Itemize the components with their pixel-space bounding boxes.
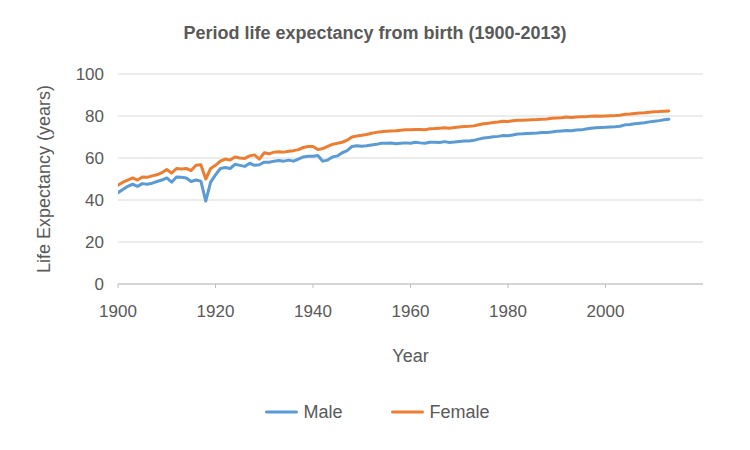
legend-label: Male (303, 402, 342, 422)
legend-label: Female (429, 402, 489, 422)
x-axis-title: Year (392, 346, 428, 366)
x-tick (118, 284, 119, 288)
legend-swatch (392, 411, 422, 414)
y-tick-label: 0 (95, 275, 104, 294)
x-tick-label: 1940 (294, 302, 332, 321)
title: Period life expectancy from birth (1900-… (183, 23, 566, 43)
background (0, 0, 750, 450)
y-tick-label: 80 (85, 107, 104, 126)
x-tick-label: 1980 (489, 302, 527, 321)
y-tick-label: 40 (85, 191, 104, 210)
y-axis: 0 20 40 60 80 100 (76, 65, 703, 294)
x-tick (313, 284, 314, 288)
x-tick-label: 2000 (587, 302, 625, 321)
legend-swatch (266, 411, 296, 414)
series-line (118, 111, 669, 185)
y-axis-title: Life Expectancy (years) (34, 85, 54, 273)
y-tick-label: 100 (76, 65, 104, 84)
legend-item: Male (266, 402, 342, 422)
x-tick-label: 1960 (392, 302, 430, 321)
grid-line (118, 242, 703, 243)
x-axis: 1900 1920 1940 1960 1980 2000 (99, 284, 703, 321)
y-tick-label: 20 (85, 233, 104, 252)
x-tick (215, 284, 216, 288)
y-tick-label: 60 (85, 149, 104, 168)
legend-item: Female (392, 402, 489, 422)
plot-area (118, 111, 669, 201)
legend: Male Female (266, 402, 489, 422)
x-tick (605, 284, 606, 288)
x-tick (508, 284, 509, 288)
grid-line (118, 74, 703, 75)
x-tick-label: 1900 (99, 302, 137, 321)
x-tick-label: 1920 (197, 302, 235, 321)
grid-line (118, 158, 703, 159)
chart: Period life expectancy from birth (1900-… (0, 0, 750, 450)
x-tick (410, 284, 411, 288)
